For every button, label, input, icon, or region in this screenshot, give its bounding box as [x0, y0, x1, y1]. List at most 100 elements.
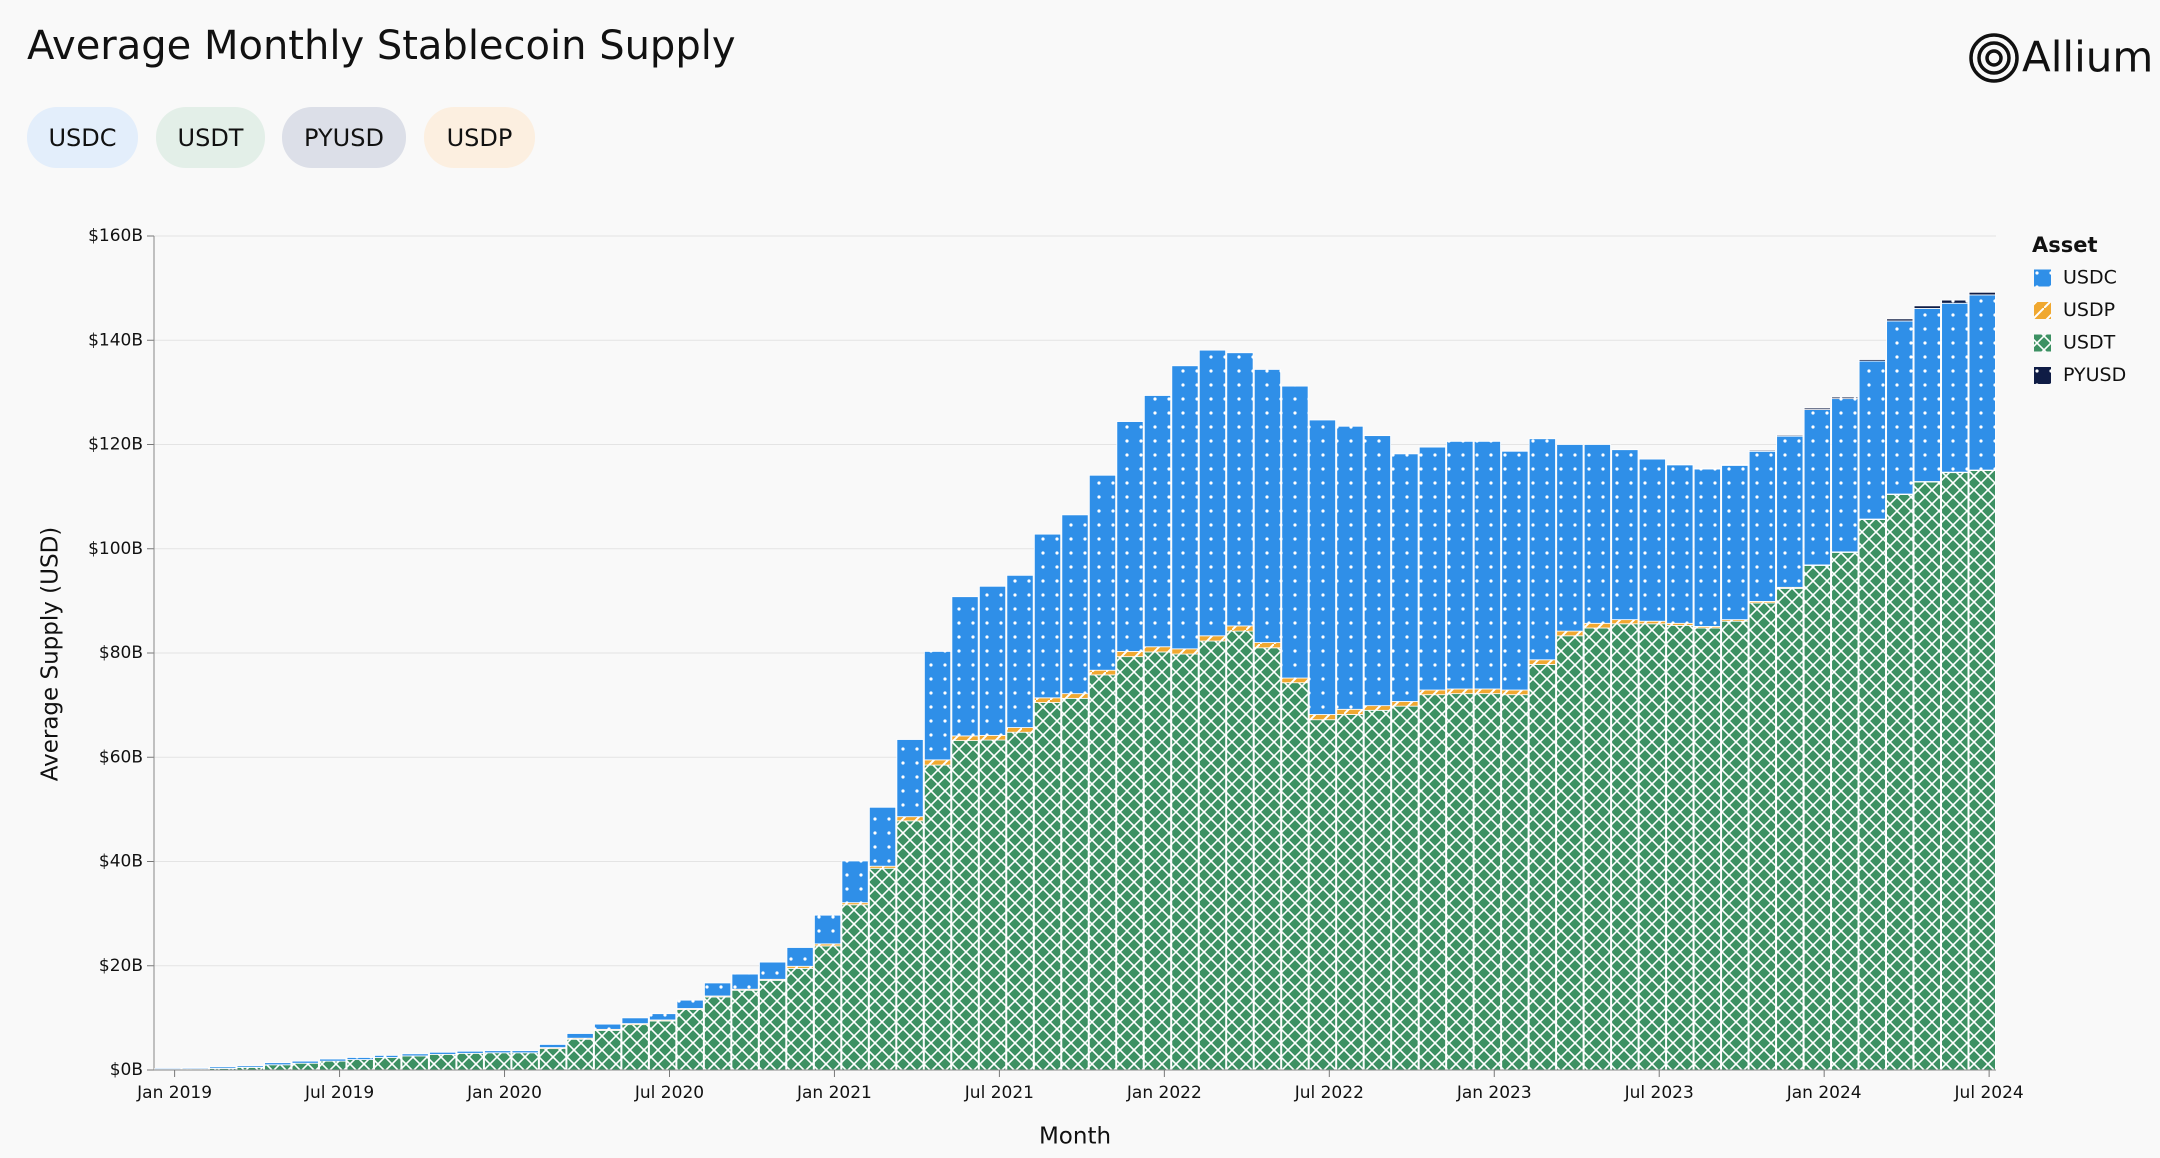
- bar-segment: [1253, 369, 1281, 643]
- chip-background: [27, 107, 138, 168]
- legend-label: USDC: [2063, 267, 2117, 289]
- bar-segment: [1198, 349, 1227, 637]
- bar-segment: [1886, 318, 1914, 322]
- y-tick-label: $40B: [99, 852, 143, 872]
- bar-segment: [1418, 689, 1446, 696]
- x-tick-label: Jan 2024: [1786, 1083, 1862, 1103]
- bar-segment: [1693, 468, 1721, 627]
- bar-segment: [923, 764, 952, 1071]
- logo-text: Allium: [2022, 33, 2153, 82]
- filter-chip[interactable]: USDT: [156, 107, 265, 168]
- y-tick-label: $100B: [88, 539, 143, 559]
- bar-segment: [1886, 494, 1914, 1071]
- bar-segment: [923, 759, 952, 766]
- filter-chip[interactable]: USDC: [27, 107, 138, 168]
- legend-label: PYUSD: [2063, 364, 2126, 386]
- bar-segment: [951, 740, 979, 1071]
- x-tick-label: Jul 2019: [304, 1083, 374, 1103]
- bar-segment: [704, 996, 732, 1071]
- chip-background: [282, 107, 406, 168]
- bar-segment: [1666, 624, 1694, 1071]
- x-tick-label: Jan 2020: [466, 1083, 542, 1103]
- y-axis-title: Average Supply (USD): [38, 527, 64, 782]
- bar-segment: [291, 1062, 319, 1071]
- bar-segment: [1693, 468, 1721, 470]
- bar-segment: [1638, 458, 1666, 622]
- filter-chip[interactable]: PYUSD: [282, 107, 406, 168]
- logo-ring: [1977, 41, 2011, 75]
- x-tick-label: Jul 2022: [1294, 1083, 1364, 1103]
- bar-segment: [1473, 688, 1501, 695]
- bar-segment: [1858, 359, 1886, 362]
- bar-segment: [1528, 438, 1556, 661]
- bar-segment: [1776, 434, 1804, 437]
- bar-segment: [1006, 727, 1034, 733]
- bar-segment: [1776, 435, 1804, 588]
- bar-segment: [401, 1055, 429, 1071]
- bar-segment: [1803, 409, 1831, 566]
- bar-segment: [1528, 664, 1556, 1071]
- bar-segment: [1088, 669, 1117, 676]
- bar-segment: [759, 961, 787, 980]
- x-axis-title: Month: [1039, 1124, 1111, 1150]
- bar-segment: [978, 585, 1007, 736]
- bar-segment: [1501, 694, 1529, 1071]
- bar-segment: [319, 1060, 347, 1071]
- filter-chip[interactable]: USDP: [424, 107, 535, 168]
- bar-segment: [731, 989, 759, 1071]
- bar-segment: [1913, 481, 1941, 1071]
- bar-segment: [1776, 587, 1804, 1071]
- bar-segment: [346, 1057, 374, 1060]
- bar-segment: [566, 1038, 594, 1071]
- bar-segment: [1941, 472, 1969, 1071]
- bar-segment: [1171, 653, 1199, 1071]
- x-tick-label: Jul 2023: [1624, 1083, 1694, 1103]
- bar-segment: [1336, 708, 1364, 715]
- bar-segment: [814, 945, 842, 1071]
- bar-segment: [236, 1065, 264, 1068]
- bar-segment: [1941, 299, 1969, 304]
- bar-segment: [484, 1052, 512, 1071]
- chart-title: Average Monthly Stablecoin Supply: [27, 23, 736, 69]
- bar-segment: [923, 651, 952, 761]
- bar-segment: [1693, 627, 1721, 1071]
- bar-segment: [539, 1044, 567, 1048]
- bar-segment: [154, 1068, 182, 1070]
- bar-segment: [374, 1055, 402, 1058]
- bar-segment: [1556, 630, 1584, 637]
- bar-segment: [1116, 651, 1144, 658]
- bar-segment: [1061, 693, 1089, 699]
- bar-segment: [1446, 688, 1474, 695]
- bar-segment: [1831, 396, 1859, 400]
- bar-segment: [1006, 731, 1034, 1071]
- bar-segment: [1391, 701, 1419, 707]
- bar-segment: [676, 1009, 704, 1071]
- x-tick-label: Jan 2023: [1456, 1083, 1532, 1103]
- bar-segment: [1611, 623, 1639, 1071]
- bar-segment: [978, 734, 1007, 741]
- bar-segment: [1748, 602, 1776, 1071]
- chip-background: [424, 107, 535, 168]
- bar-segment: [429, 1053, 457, 1071]
- bar-segment: [1198, 640, 1227, 1071]
- bar-segment: [869, 867, 897, 1071]
- bar-segment: [1666, 464, 1694, 624]
- x-tick-label: Jul 2024: [1954, 1083, 2024, 1103]
- bar-segment: [1033, 702, 1062, 1071]
- bar-segment: [1363, 709, 1391, 1071]
- bar-segment: [786, 947, 814, 967]
- y-tick-label: $60B: [99, 747, 143, 767]
- bar-segment: [1858, 360, 1886, 520]
- bar-segment: [1281, 385, 1309, 679]
- y-tick-label: $20B: [99, 956, 143, 976]
- bar-segment: [731, 973, 759, 990]
- bar-segment: [1143, 646, 1172, 653]
- bar-segment: [1968, 294, 1996, 471]
- bar-segment: [539, 1048, 567, 1071]
- bar-segment: [978, 739, 1007, 1071]
- bar-segment: [401, 1053, 429, 1057]
- bar-segment: [1171, 648, 1199, 655]
- bar-segment: [1831, 398, 1859, 553]
- bar-segment: [1913, 305, 1941, 309]
